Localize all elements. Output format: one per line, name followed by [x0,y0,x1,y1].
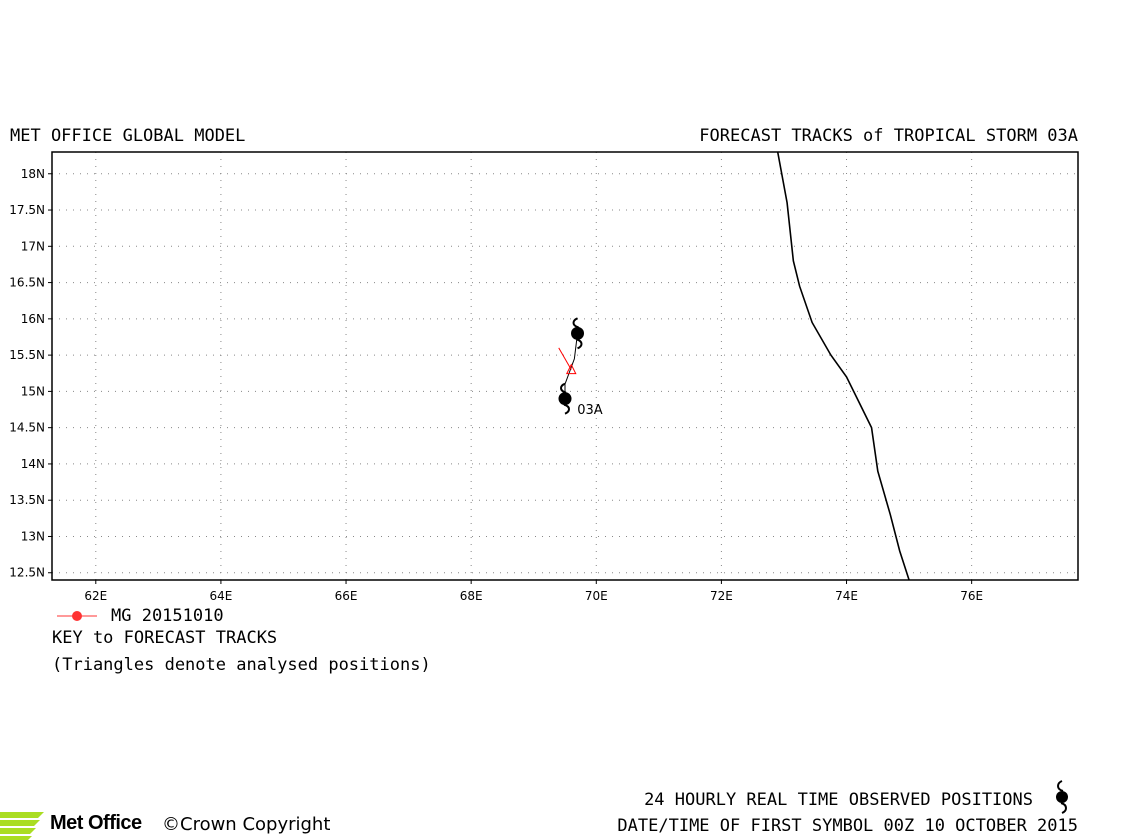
lat-tick-label: 13.5N [9,493,45,507]
lat-tick-label: 13N [21,529,45,543]
observed-track-line [564,333,579,399]
coastline [776,152,910,580]
lat-tick-label: 14N [21,457,45,471]
coastline-path [776,152,910,580]
lat-tick-label: 15N [21,384,45,398]
map-frame [51,151,1079,581]
observed-storm-symbol [571,317,585,350]
lon-tick-label: 64E [209,589,232,603]
lon-tick-label: 66E [335,589,358,603]
lat-tick-label: 15.5N [9,348,45,362]
met-office-logo-icon [0,812,44,840]
analysed-position-triangle [565,363,577,375]
lat-tick-label: 16.5N [9,276,45,290]
lon-tick-label: 62E [84,589,107,603]
lon-tick-label: 74E [835,589,858,603]
latitude-ticks: 12.5N 13N 13.5N 14N 14.5N 15N 15.5N 16N 16.5N 17N… [9,167,52,580]
first-symbol-datetime: DATE/TIME OF FIRST SYMBOL 00Z 10 OCTOBER… [617,816,1078,836]
lat-tick-label: 18N [21,167,45,181]
lon-tick-label: 68E [460,589,483,603]
model-title: MET OFFICE GLOBAL MODEL [10,126,246,146]
lon-tick-label: 70E [585,589,608,603]
longitude-ticks: 62E 64E 66E 68E 70E 72E 74E 76E [84,580,983,603]
legend-key-title: KEY to FORECAST TRACKS [52,628,278,648]
chart-title: FORECAST TRACKS of TROPICAL STORM 03A [699,126,1078,146]
map-gridlines [52,152,1078,580]
storm-tracks [558,317,585,415]
met-office-logo-text: Met Office [50,812,142,834]
lat-tick-label: 17N [21,239,45,253]
lon-tick-label: 72E [710,589,733,603]
legend-marker-mg [57,611,97,621]
lat-tick-label: 17.5N [9,203,45,217]
observed-positions-text: 24 HOURLY REAL TIME OBSERVED POSITIONS [644,790,1033,810]
crown-copyright: ©Crown Copyright [162,814,331,835]
forecast-track-line [558,347,572,370]
legend-note: (Triangles denote analysed positions) [52,655,431,675]
lon-tick-label: 76E [960,589,983,603]
legend-series-name: MG 20151010 [111,606,224,626]
lat-tick-label: 14.5N [9,421,45,435]
storm-label: 03A [577,403,603,418]
storm-symbol-icon [1056,780,1068,814]
lat-tick-label: 16N [21,312,45,326]
lat-tick-label: 12.5N [9,566,45,580]
observed-storm-symbol [558,382,572,415]
